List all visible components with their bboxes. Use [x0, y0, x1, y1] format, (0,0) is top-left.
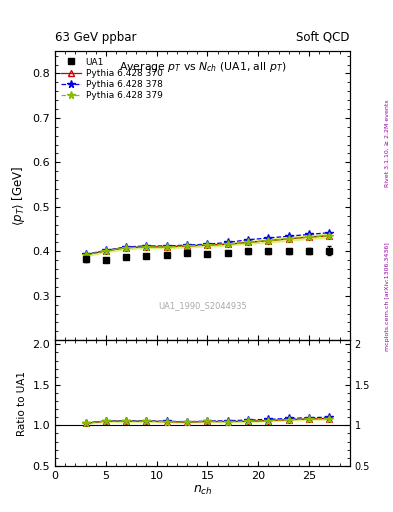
Y-axis label: $\langle p_T \rangle$ [GeV]: $\langle p_T \rangle$ [GeV] [10, 165, 27, 226]
Text: UA1_1990_S2044935: UA1_1990_S2044935 [158, 301, 247, 310]
Text: 63 GeV ppbar: 63 GeV ppbar [55, 31, 136, 44]
Text: mcplots.cern.ch [arXiv:1306.3436]: mcplots.cern.ch [arXiv:1306.3436] [385, 243, 389, 351]
Legend: UA1, Pythia 6.428 370, Pythia 6.428 378, Pythia 6.428 379: UA1, Pythia 6.428 370, Pythia 6.428 378,… [59, 56, 164, 102]
Y-axis label: Ratio to UA1: Ratio to UA1 [17, 371, 27, 436]
Text: Rivet 3.1.10, ≥ 2.2M events: Rivet 3.1.10, ≥ 2.2M events [385, 99, 389, 187]
X-axis label: $n_{ch}$: $n_{ch}$ [193, 483, 212, 497]
Text: Soft QCD: Soft QCD [296, 31, 350, 44]
Text: Average $p_T$ vs $N_{ch}$ (UA1, all $p_T$): Average $p_T$ vs $N_{ch}$ (UA1, all $p_T… [119, 60, 286, 74]
